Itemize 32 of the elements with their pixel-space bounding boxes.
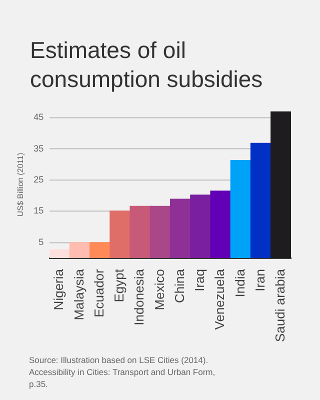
bar — [130, 206, 151, 258]
x-tick-label: Indonesia — [132, 268, 147, 326]
bar — [90, 242, 110, 258]
x-tick-label: Egypt — [112, 268, 127, 302]
bar — [190, 194, 211, 258]
x-tick-label: Malaysia — [71, 268, 86, 320]
x-tick-label: Venezuela — [212, 268, 228, 330]
y-tick-label: 45 — [34, 112, 44, 122]
y-tick-label: 5 — [38, 236, 44, 247]
y-tick-label: 35 — [34, 143, 44, 154]
bar — [110, 210, 130, 258]
bar — [69, 242, 90, 258]
bar — [230, 160, 252, 258]
bar — [210, 190, 231, 258]
bar — [170, 198, 191, 258]
x-tick-label: India — [232, 268, 248, 298]
y-tick-label: 25 — [34, 174, 44, 185]
y-axis-title: US$ Billion (2011) — [16, 152, 26, 217]
x-tick-label: Iran — [252, 269, 268, 292]
y-tick-label: 15 — [34, 206, 44, 216]
source-note: Source: Illustration based on LSE Cities (2014). Accessibility in Cities: Transport and Urban Form, p.35. — [29, 354, 216, 390]
x-tick-label: Saudi arabia — [272, 268, 288, 342]
x-tick-label: Nigeria — [51, 268, 66, 310]
x-tick-label: Iraq — [192, 269, 208, 292]
bar — [50, 249, 70, 258]
chart-title: Estimates of oil consumption subsidies — [30, 36, 264, 94]
x-tick-label: China — [172, 268, 187, 303]
x-tick-label: Mexico — [152, 269, 167, 310]
bar — [150, 206, 171, 258]
bar — [270, 111, 291, 258]
x-tick-label: Ecuador — [91, 268, 106, 318]
bar — [250, 142, 272, 258]
